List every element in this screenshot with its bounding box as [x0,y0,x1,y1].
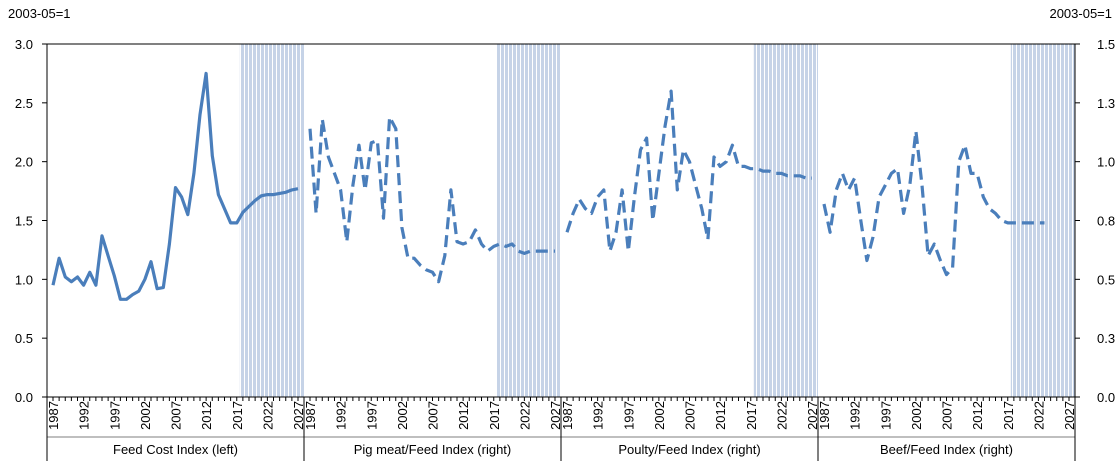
panel-label: Beef/Feed Index (right) [880,442,1013,457]
y-tick-label: 1.0 [15,272,33,287]
x-tick-label: 2012 [456,401,471,430]
projection-shade [496,44,561,397]
x-tick-label: 2002 [652,401,667,430]
x-tick-label: 2027 [291,401,306,430]
series-line [308,115,555,284]
x-tick-label: 2017 [487,401,502,430]
x-tick-label: 2022 [774,401,789,430]
x-tick-label: 1997 [878,401,893,430]
x-tick-label: 2027 [805,401,820,430]
series-line [565,89,812,253]
x-tick-label: 2022 [517,401,532,430]
x-tick-label: 1992 [848,401,863,430]
x-tick-label: 2007 [940,401,955,430]
x-tick-label: 2012 [199,401,214,430]
y2-tick-label: 1.3 [1097,96,1115,111]
x-tick-label: 1987 [303,401,318,430]
x-tick-label: 1987 [817,401,832,430]
panel-label: Pig meat/Feed Index (right) [354,442,512,457]
x-tick-label: 2002 [909,401,924,430]
y2-tick-label: 1.5 [1097,37,1115,52]
x-tick-label: 2012 [713,401,728,430]
y-axis-label: 2003-05=1 [8,6,71,21]
x-tick-label: 1997 [364,401,379,430]
series-line [51,71,299,301]
y-tick-label: 2.0 [15,155,33,170]
series-line [822,129,1045,277]
projection-shade [239,44,304,397]
y2-tick-label: 0.8 [1097,214,1115,229]
x-tick-label: 2002 [395,401,410,430]
projection-shade [1010,44,1075,397]
x-tick-label: 1992 [334,401,349,430]
x-tick-label: 1997 [107,401,122,430]
panel-label: Poulty/Feed Index (right) [618,442,760,457]
y-tick-label: 3.0 [15,37,33,52]
y2-tick-label: 0.0 [1097,390,1115,405]
panel-label: Feed Cost Index (left) [113,442,238,457]
x-tick-label: 2017 [1001,401,1016,430]
x-tick-label: 2017 [744,401,759,430]
x-tick-label: 1987 [560,401,575,430]
x-tick-label: 1992 [591,401,606,430]
x-tick-label: 2017 [230,401,245,430]
y2-tick-label: 1.0 [1097,155,1115,170]
x-tick-label: 2012 [970,401,985,430]
x-tick-label: 2022 [260,401,275,430]
x-tick-label: 2027 [1062,401,1077,430]
x-tick-label: 1987 [46,401,61,430]
y-tick-label: 1.5 [15,214,33,229]
y2-tick-label: 0.3 [1097,331,1115,346]
x-tick-label: 1992 [77,401,92,430]
y-tick-label: 0.0 [15,390,33,405]
x-tick-label: 2002 [138,401,153,430]
x-tick-label: 2027 [548,401,563,430]
x-tick-label: 2007 [683,401,698,430]
x-tick-label: 1997 [621,401,636,430]
x-tick-label: 2007 [426,401,441,430]
x-tick-label: 2022 [1031,401,1046,430]
projection-shade [753,44,818,397]
x-tick-label: 2007 [169,401,184,430]
y-tick-label: 0.5 [15,331,33,346]
y2-tick-label: 0.5 [1097,272,1115,287]
y2-axis-label: 2003-05=1 [1049,6,1112,21]
y-tick-label: 2.5 [15,96,33,111]
